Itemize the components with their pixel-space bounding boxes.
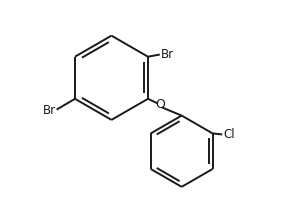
Text: Br: Br [42, 104, 56, 117]
Text: Cl: Cl [223, 128, 235, 141]
Text: Br: Br [161, 48, 174, 61]
Text: O: O [155, 98, 165, 111]
